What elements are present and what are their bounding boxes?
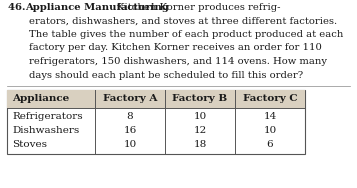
- Text: 8: 8: [127, 112, 133, 121]
- Text: Factory C: Factory C: [243, 94, 297, 103]
- Text: Refrigerators: Refrigerators: [12, 112, 82, 121]
- Text: 18: 18: [193, 140, 207, 149]
- Text: Stoves: Stoves: [12, 140, 47, 149]
- Bar: [7, 89, 305, 153]
- Text: Factory B: Factory B: [172, 94, 228, 103]
- Text: 6: 6: [267, 140, 273, 149]
- Text: 46.: 46.: [8, 3, 29, 12]
- Text: 10: 10: [124, 140, 137, 149]
- Text: 10: 10: [263, 126, 277, 135]
- Text: refrigerators, 150 dishwashers, and 114 ovens. How many: refrigerators, 150 dishwashers, and 114 …: [29, 57, 327, 66]
- Text: Appliance Manufacturing: Appliance Manufacturing: [25, 3, 169, 12]
- Text: 12: 12: [193, 126, 207, 135]
- Bar: [7, 89, 305, 108]
- Text: 10: 10: [193, 112, 207, 121]
- Text: Kitchen Korner produces refrig-: Kitchen Korner produces refrig-: [117, 3, 280, 12]
- Text: erators, dishwashers, and stoves at three different factories.: erators, dishwashers, and stoves at thre…: [29, 17, 337, 26]
- Text: 14: 14: [263, 112, 277, 121]
- Text: Appliance: Appliance: [12, 94, 69, 103]
- Text: 16: 16: [124, 126, 137, 135]
- Text: factory per day. Kitchen Korner receives an order for 110: factory per day. Kitchen Korner receives…: [29, 43, 322, 52]
- Text: Dishwashers: Dishwashers: [12, 126, 79, 135]
- Text: The table gives the number of each product produced at each: The table gives the number of each produ…: [29, 30, 343, 39]
- Text: Factory A: Factory A: [103, 94, 157, 103]
- Text: days should each plant be scheduled to fill this order?: days should each plant be scheduled to f…: [29, 70, 303, 80]
